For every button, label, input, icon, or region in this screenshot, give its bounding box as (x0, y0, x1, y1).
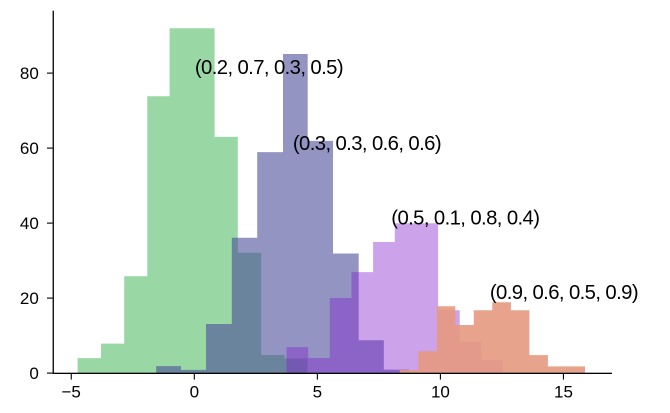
svg-text:(0.9, 0.6, 0.5, 0.9): (0.9, 0.6, 0.5, 0.9) (490, 282, 638, 304)
svg-text:80: 80 (20, 64, 39, 83)
svg-text:10: 10 (431, 383, 450, 402)
svg-text:0: 0 (190, 383, 199, 402)
svg-text:(0.3, 0.3, 0.6, 0.6): (0.3, 0.3, 0.6, 0.6) (293, 133, 441, 155)
svg-text:60: 60 (20, 139, 39, 158)
svg-text:(0.2, 0.7, 0.3, 0.5): (0.2, 0.7, 0.3, 0.5) (195, 57, 343, 79)
svg-text:(0.5, 0.1, 0.8, 0.4): (0.5, 0.1, 0.8, 0.4) (391, 208, 539, 230)
svg-text:5: 5 (313, 383, 322, 402)
svg-text:15: 15 (554, 383, 573, 402)
svg-text:−5: −5 (62, 383, 81, 402)
svg-text:0: 0 (29, 364, 38, 383)
svg-text:40: 40 (20, 214, 39, 233)
svg-text:20: 20 (20, 289, 39, 308)
